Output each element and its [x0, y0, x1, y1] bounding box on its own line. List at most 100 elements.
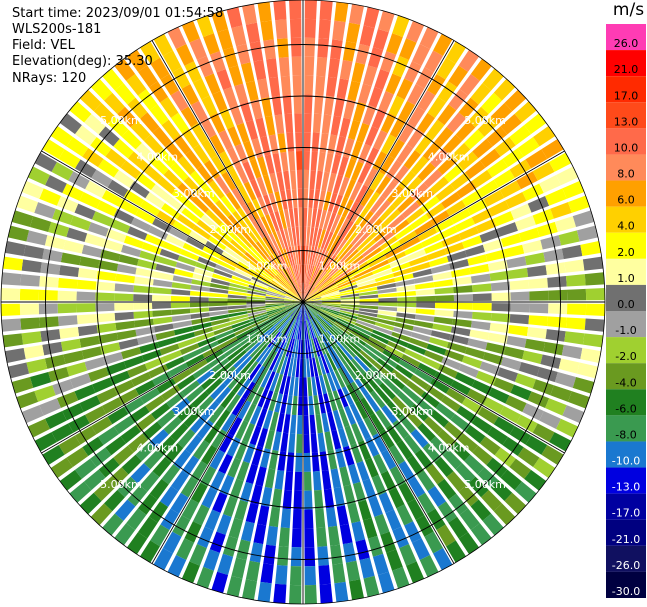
velocity-gate: [273, 276, 289, 291]
velocity-gate: [303, 298, 322, 302]
velocity-gate: [377, 571, 395, 594]
velocity-gate: [316, 527, 328, 547]
velocity-gate: [118, 338, 139, 350]
velocity-gate: [231, 557, 247, 579]
velocity-gate: [294, 113, 302, 133]
velocity-gate: [96, 322, 117, 334]
azimuth-spokes: [1, 0, 605, 604]
velocity-gate: [334, 369, 346, 388]
velocity-gate: [145, 395, 165, 413]
velocity-gate: [202, 245, 221, 259]
velocity-gate: [137, 259, 157, 270]
velocity-gate: [170, 295, 190, 302]
velocity-gate: [276, 38, 289, 58]
velocity-gate: [303, 302, 317, 316]
colorbar-tick-label: 10.0: [614, 141, 639, 154]
velocity-gate: [344, 405, 357, 426]
velocity-gate: [163, 416, 183, 435]
velocity-gate: [137, 334, 157, 345]
velocity-gate: [315, 375, 323, 396]
velocity-gate: [454, 372, 475, 387]
velocity-gate: [376, 231, 395, 247]
velocity-gate: [416, 302, 436, 309]
velocity-gate: [140, 387, 160, 404]
velocity-gate: [98, 426, 119, 446]
velocity-gate: [345, 22, 361, 44]
velocity-gate: [543, 248, 564, 263]
velocity-gate: [499, 406, 521, 424]
velocity-gate: [404, 521, 422, 543]
velocity-gate: [415, 515, 434, 537]
velocity-gate: [432, 271, 452, 281]
velocity-gate: [465, 160, 486, 179]
velocity-gate: [214, 409, 231, 429]
velocity-gate: [389, 336, 409, 348]
velocity-gate: [336, 276, 355, 287]
velocity-gate: [375, 409, 392, 429]
velocity-gate: [225, 394, 241, 413]
velocity-gate: [304, 320, 307, 340]
colorbar-swatch: [606, 284, 646, 311]
velocity-gate: [284, 299, 303, 302]
velocity-gate: [306, 226, 311, 246]
velocity-gate: [527, 391, 550, 409]
velocity-gate: [79, 191, 101, 209]
velocity-gate: [299, 320, 302, 340]
colorbar-tick-label: -30.0: [612, 585, 640, 598]
velocity-gate: [313, 395, 321, 415]
velocity-gate: [320, 354, 330, 374]
velocity-gate: [257, 1, 272, 23]
velocity-gate: [351, 521, 366, 542]
velocity-gate: [442, 449, 463, 470]
velocity-gate: [172, 275, 193, 284]
velocity-gate: [303, 302, 322, 306]
velocity-gate: [312, 357, 319, 377]
velocity-gate: [243, 181, 257, 201]
velocity-gate: [274, 469, 285, 490]
velocity-gate: [337, 367, 350, 386]
velocity-gate: [458, 485, 479, 507]
velocity-gate: [554, 371, 577, 388]
velocity-gate: [314, 248, 323, 267]
velocity-gate: [252, 220, 265, 239]
velocity-gate: [254, 271, 272, 283]
velocity-gate: [398, 482, 416, 504]
velocity-gate: [514, 373, 536, 389]
velocity-gate: [379, 382, 396, 400]
velocity-gate: [172, 320, 193, 329]
velocity-gate: [315, 274, 330, 289]
velocity-gate: [227, 290, 248, 296]
velocity-gate: [385, 509, 402, 531]
velocity-gate: [104, 489, 125, 512]
field-label: Field: VEL: [12, 38, 75, 53]
velocity-gate: [333, 486, 345, 507]
velocity-gate: [449, 334, 469, 345]
velocity-gate: [188, 230, 208, 245]
velocity-gate: [304, 528, 315, 548]
velocity-gate: [74, 425, 97, 445]
velocity-gate: [379, 235, 398, 251]
velocity-gate: [209, 310, 229, 317]
velocity-gate: [51, 423, 74, 443]
velocity-gate: [371, 108, 387, 130]
velocity-gate: [93, 103, 116, 124]
velocity-gate: [287, 302, 303, 314]
velocity-gate: [572, 376, 595, 394]
velocity-gate: [264, 429, 275, 450]
velocity-gate: [369, 171, 385, 191]
velocity-gate: [280, 249, 290, 268]
velocity-gate: [117, 476, 138, 498]
velocity-gate: [113, 208, 135, 225]
velocity-gate: [328, 328, 343, 344]
velocity-gate: [277, 272, 292, 288]
velocity-gate: [243, 403, 257, 423]
velocity-gate: [260, 563, 274, 584]
velocity-gate: [338, 282, 357, 291]
velocity-gate: [298, 302, 303, 321]
velocity-gate: [214, 175, 231, 195]
velocity-gate: [274, 393, 283, 413]
velocity-gate: [230, 239, 247, 255]
velocity-gate: [428, 256, 449, 268]
velocity-gate: [374, 321, 395, 331]
velocity-gate: [189, 296, 209, 302]
